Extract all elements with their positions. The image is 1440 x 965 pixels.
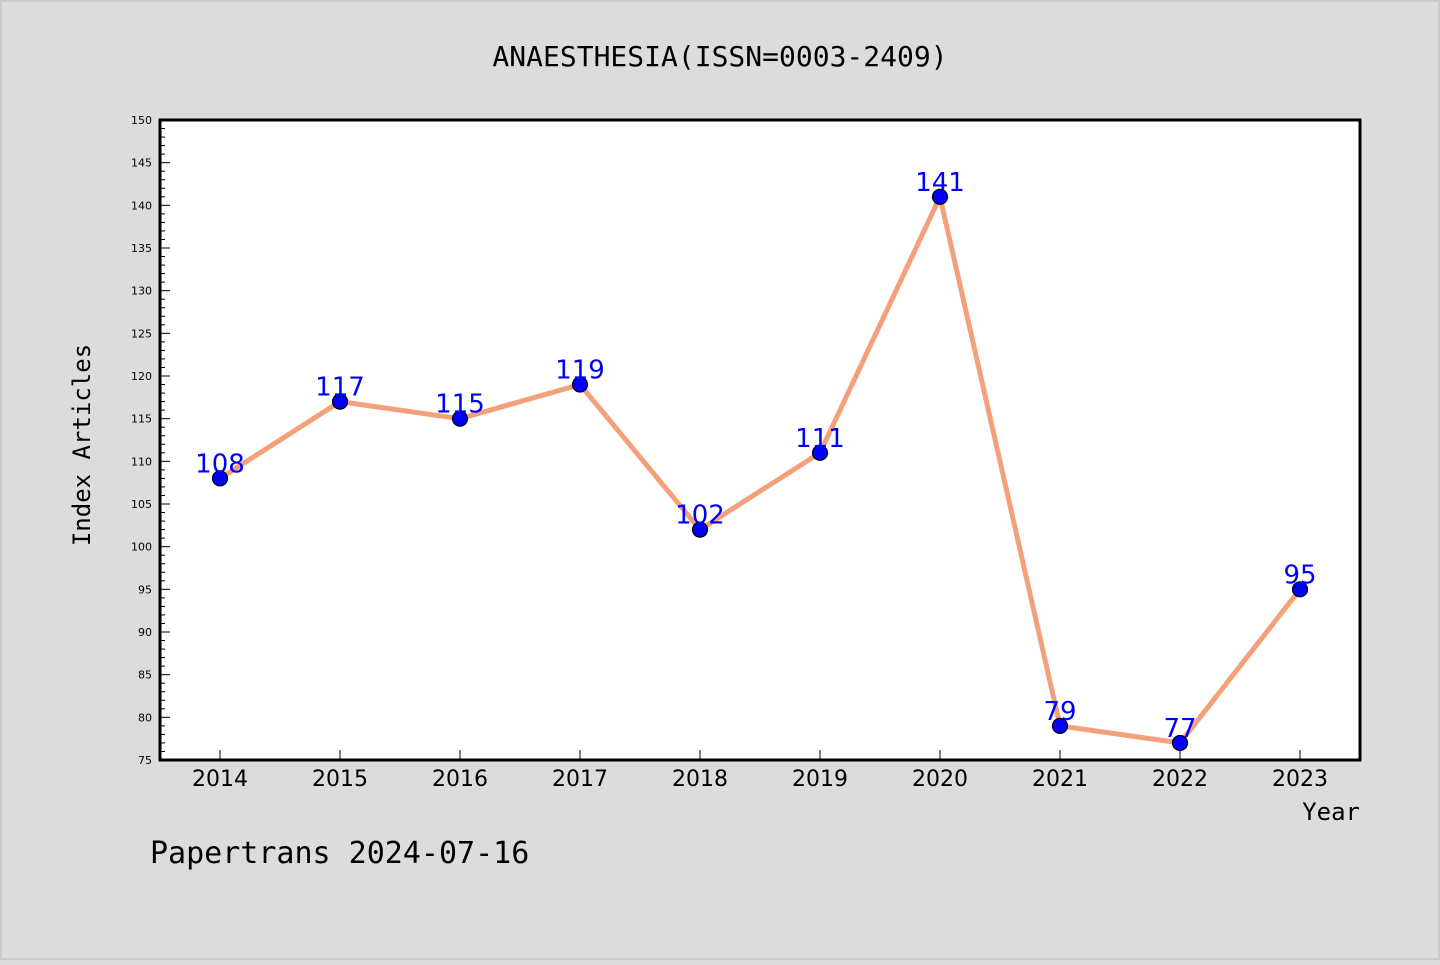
- x-tick-label: 2016: [432, 767, 488, 792]
- data-point: [331, 393, 349, 410]
- plot-area: [158, 118, 1362, 762]
- y-tick-label: 110: [131, 455, 152, 468]
- data-label: 119: [555, 356, 605, 386]
- data-label: 79: [1043, 697, 1076, 727]
- data-label: 115: [435, 390, 485, 420]
- x-tick-label: 2023: [1272, 767, 1328, 792]
- y-tick-label: 135: [131, 242, 152, 255]
- data-point: [211, 470, 229, 487]
- data-label: 111: [795, 424, 845, 454]
- y-tick-label: 75: [138, 754, 152, 767]
- data-label: 108: [195, 449, 245, 479]
- y-tick-label: 95: [138, 583, 152, 596]
- x-tick-label: 2018: [672, 767, 728, 792]
- data-label: 95: [1283, 560, 1316, 590]
- y-axis-title: Index Articles: [68, 344, 96, 546]
- x-tick-label: 2017: [552, 767, 608, 792]
- data-point: [931, 188, 949, 205]
- x-tick-label: 2014: [192, 767, 248, 792]
- y-tick-label: 85: [138, 669, 152, 682]
- series-line: [217, 194, 1303, 746]
- data-label: 117: [315, 373, 365, 403]
- x-tick-label: 2015: [312, 767, 368, 792]
- y-tick-label: 145: [131, 157, 152, 170]
- y-tick-label: 150: [131, 114, 152, 127]
- y-tick-label: 140: [131, 199, 152, 212]
- y-tick-label: 130: [131, 285, 152, 298]
- data-label: 102: [675, 501, 725, 531]
- data-label: 141: [915, 168, 965, 198]
- y-tick-label: 125: [131, 327, 152, 340]
- data-point: [571, 376, 589, 393]
- data-point: [1171, 734, 1189, 752]
- y-tick-label: 100: [131, 541, 152, 554]
- data-point: [451, 410, 469, 427]
- chart-title: ANAESTHESIA(ISSN=0003-2409): [492, 40, 947, 73]
- x-axis-title: Year: [1302, 798, 1360, 826]
- series-layer: [211, 188, 1309, 752]
- data-point: [1291, 581, 1309, 598]
- x-tick-label: 2021: [1032, 767, 1088, 792]
- y-tick-label: 90: [138, 626, 152, 639]
- y-tick-label: 105: [131, 498, 152, 511]
- y-tick-label: 120: [131, 370, 152, 383]
- x-tick-label: 2019: [792, 767, 848, 792]
- data-point: [691, 521, 709, 538]
- y-axis: 75 80 85 90 95 100 105 110 115 120 125 130 135 140 145…: [131, 114, 170, 767]
- x-tick-label: 2022: [1152, 767, 1208, 792]
- data-label-layer: 108 117 115 119 102 111 141 79 77 95: [195, 168, 1316, 744]
- data-point: [1051, 717, 1069, 734]
- x-tick-label: 2020: [912, 767, 968, 792]
- y-tick-label: 115: [131, 413, 152, 426]
- x-axis: 2014 2015 2016 2017 2018 2019 2020 2021 2022 2023: [192, 750, 1328, 792]
- data-point: [811, 444, 829, 461]
- data-label: 77: [1163, 714, 1196, 744]
- y-tick-label: 80: [138, 711, 152, 724]
- footer-caption: Papertrans 2024-07-16: [150, 836, 529, 871]
